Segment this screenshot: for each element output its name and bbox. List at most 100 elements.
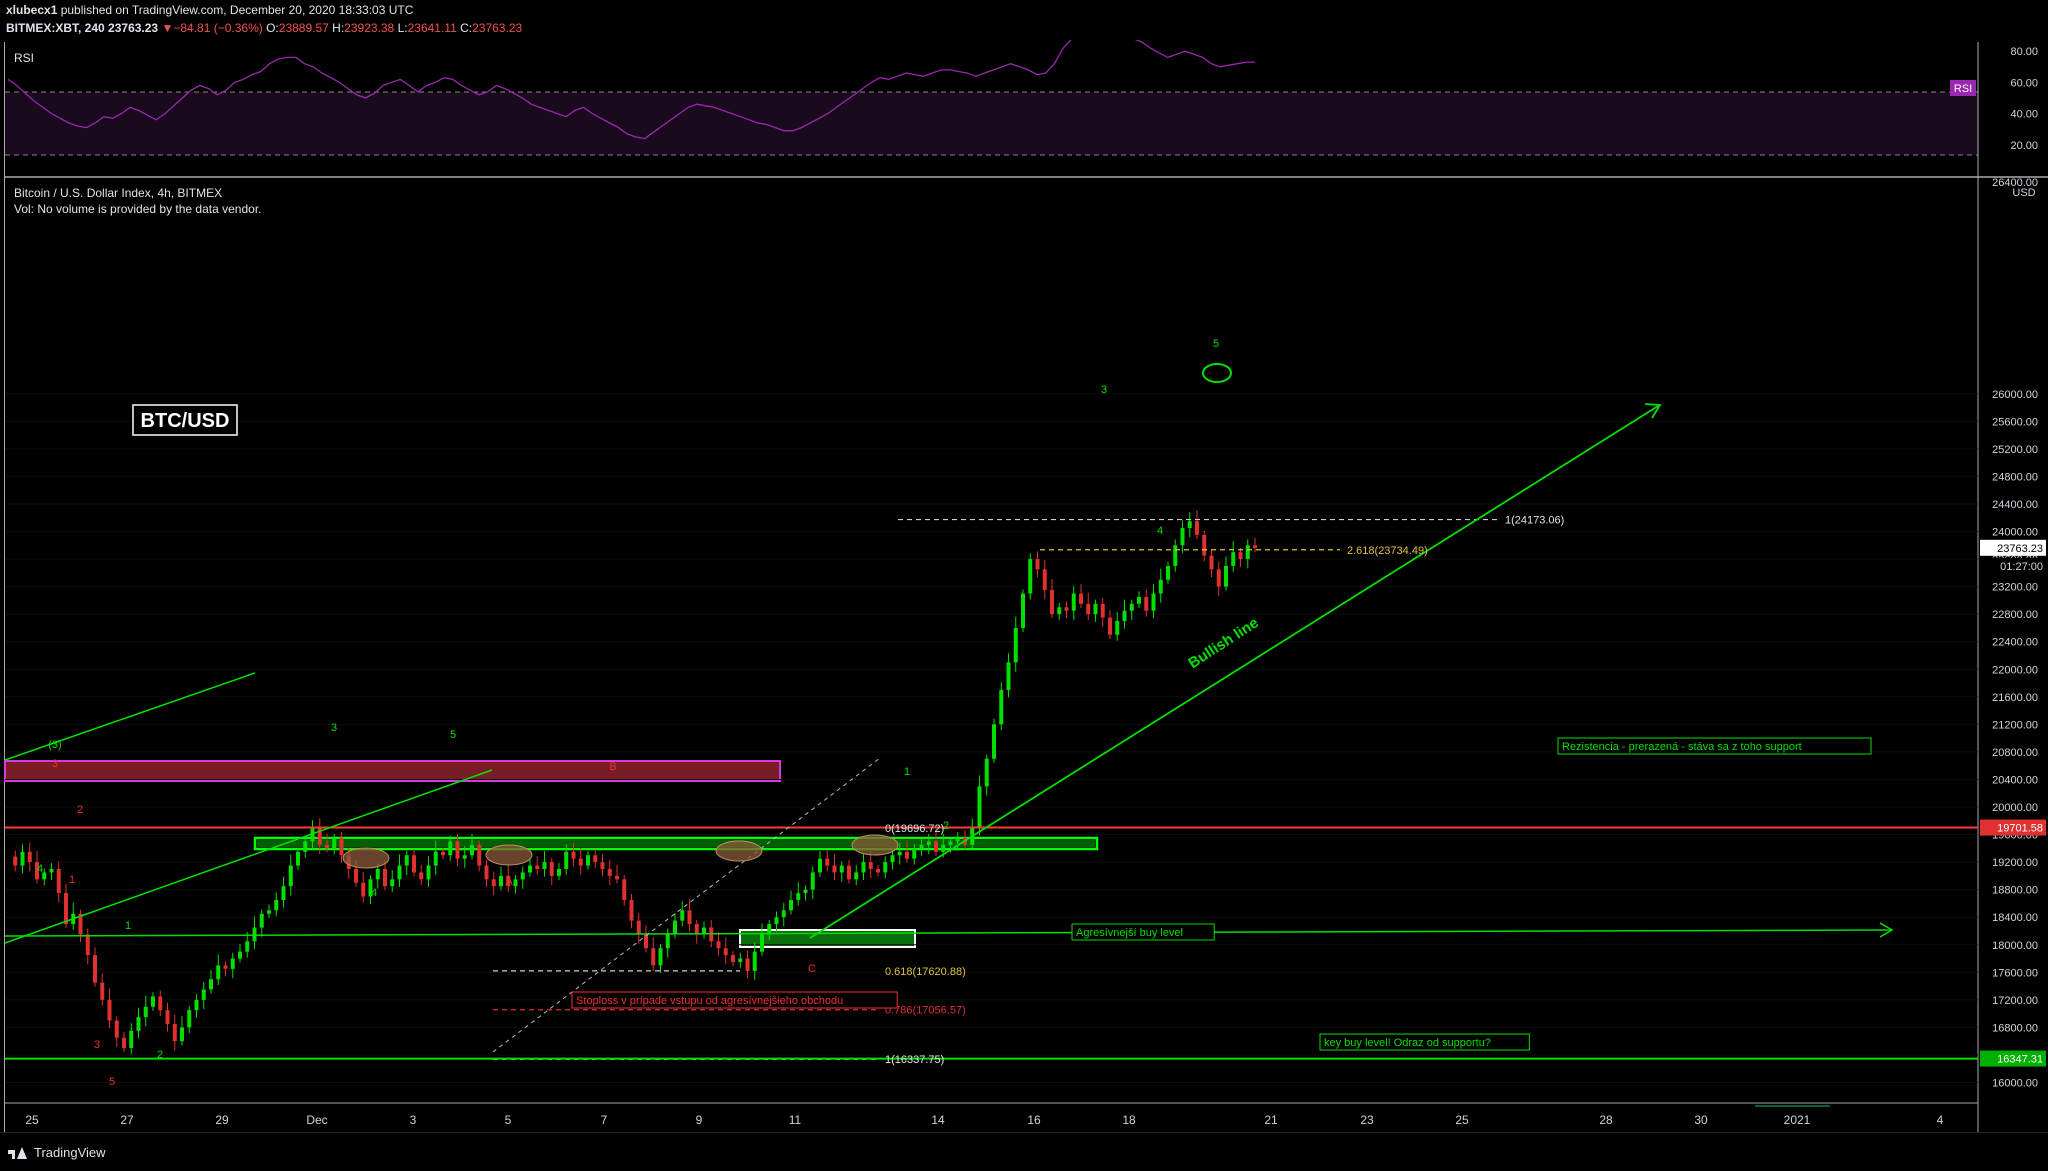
rsi-tick-label: 40.00 <box>2010 109 2038 121</box>
candle-body <box>673 920 677 935</box>
rsi-badge: RSI <box>1954 83 1972 95</box>
candle-body <box>615 875 619 880</box>
time-tick-label: 16 <box>1027 1113 1041 1127</box>
candle-body <box>332 837 337 849</box>
candle-body <box>1202 534 1207 556</box>
candle-body <box>781 910 786 918</box>
candle-body <box>890 855 895 863</box>
support-zone <box>253 836 1099 851</box>
price-tick-label: 16800.00 <box>1992 1022 2038 1034</box>
candle-body <box>281 886 286 900</box>
down-arrow-icon: ▼ <box>161 21 174 35</box>
price-tick-label: 21600.00 <box>1992 692 2038 704</box>
annotation-label: Agresívnejší buy level <box>1076 927 1183 939</box>
candle-body <box>977 786 982 828</box>
candle-body <box>433 851 438 866</box>
candle-body <box>926 841 931 845</box>
candle-body <box>528 865 532 873</box>
candle-body <box>383 868 387 887</box>
publisher-name[interactable]: xlubecx1 <box>6 3 58 17</box>
candle-body <box>288 865 293 887</box>
candle-body <box>571 851 576 859</box>
candle-body <box>839 865 844 873</box>
candle-body <box>861 862 866 873</box>
candle-body <box>455 841 460 859</box>
candle-body <box>1216 569 1221 587</box>
time-tick-label: 29 <box>215 1113 229 1127</box>
candle-body <box>1042 569 1047 591</box>
tradingview-logo-icon <box>8 1147 27 1159</box>
candle-body <box>1195 521 1199 535</box>
candle-body <box>1006 662 1011 690</box>
candle-body <box>1050 590 1054 615</box>
top-highlight-ellipse <box>1202 363 1232 383</box>
candle-body <box>702 927 706 935</box>
candle-body <box>368 879 373 897</box>
candle-body <box>999 689 1004 725</box>
candle-body <box>180 1027 184 1042</box>
price-tick-label: 19200.00 <box>1992 857 2038 869</box>
price-tick-label: 22800.00 <box>1992 609 2038 621</box>
footer: TradingView <box>0 1132 2048 1171</box>
candle-body <box>470 844 474 856</box>
candle-body <box>1071 593 1076 611</box>
candle-body <box>738 958 743 962</box>
candle-body <box>644 934 648 949</box>
time-tick-label: 27 <box>120 1113 134 1127</box>
buy-level-arrow <box>1879 922 1894 938</box>
candle-body <box>1253 545 1257 548</box>
price-tick-label: 23200.00 <box>1992 582 2038 594</box>
candle-body <box>752 951 757 971</box>
candle-body <box>1187 521 1192 529</box>
candle-body <box>506 875 511 887</box>
candle-body <box>1122 610 1127 622</box>
symbol-label: BITMEX:XBT, 240 <box>6 21 105 35</box>
time-tick-label: 23 <box>1360 1113 1374 1127</box>
time-tick-label: 5 <box>505 1113 512 1127</box>
candle-body <box>984 758 989 787</box>
candle-body <box>542 862 547 869</box>
candle-body <box>274 899 279 911</box>
candle-body <box>1209 555 1214 570</box>
fib-level-label: 0(19696.72) <box>885 823 944 835</box>
symbol-box <box>132 404 238 436</box>
candle-body <box>412 855 416 873</box>
countdown-badge-bg <box>1980 557 2046 574</box>
tradingview-brand[interactable]: TradingView <box>34 1145 106 1160</box>
candle-body <box>426 865 431 880</box>
candle-body <box>847 865 851 880</box>
wave-label: 5 <box>1213 338 1219 350</box>
candle-body <box>1231 552 1236 566</box>
candle-body <box>1021 593 1025 628</box>
price-tick-label: 26000.00 <box>1992 389 2038 401</box>
price-tick-label: 24000.00 <box>1992 527 2038 539</box>
candle-body <box>1180 528 1185 546</box>
annotation-box <box>1557 737 1872 755</box>
volume-note: Vol: No volume is provided by the data v… <box>14 202 262 216</box>
low-value: 23641.11 <box>407 21 457 35</box>
time-tick-label: 14 <box>931 1113 945 1127</box>
rsi-badge-bg <box>1950 80 1976 96</box>
candle-body <box>390 879 395 887</box>
candle-body <box>42 872 47 880</box>
rsi-tick-label: 60.00 <box>2010 77 2038 89</box>
candle-body <box>651 948 656 966</box>
candle-body <box>825 858 830 866</box>
wave-label: 2 <box>77 804 83 816</box>
left-border <box>4 42 5 1133</box>
candle-body <box>441 851 445 856</box>
candle-body <box>803 889 808 894</box>
ohlc-line: BITMEX:XBT, 240 23763.23 ▼−84.81 (−0.36%… <box>6 21 522 35</box>
candle-body <box>731 955 735 962</box>
annotation-label: Rezistencia - prerazená - stáva sa z toh… <box>1562 741 1802 753</box>
wave-label: 5 <box>109 1076 115 1088</box>
candle-body <box>760 934 764 952</box>
candle-body <box>1224 565 1228 587</box>
candle-body <box>27 851 32 863</box>
price-tick-label: 18800.00 <box>1992 885 2038 897</box>
candle-body <box>35 862 39 880</box>
candle-body <box>1035 559 1040 570</box>
candle-body <box>267 910 271 914</box>
candle-body <box>1086 603 1091 615</box>
